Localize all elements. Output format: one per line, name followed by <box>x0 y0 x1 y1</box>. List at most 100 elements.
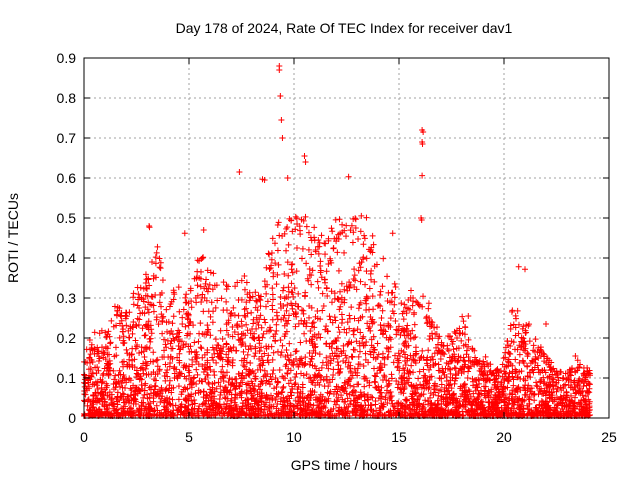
data-point <box>469 375 476 382</box>
data-point <box>367 348 374 355</box>
data-point <box>234 324 241 331</box>
data-point <box>110 367 117 374</box>
data-point <box>309 362 316 369</box>
data-point <box>319 359 326 366</box>
data-point <box>469 399 476 406</box>
data-point <box>285 272 292 279</box>
data-point <box>315 284 322 291</box>
data-point <box>311 344 318 351</box>
data-point <box>450 391 457 398</box>
data-point <box>240 348 247 355</box>
data-point <box>330 405 337 412</box>
data-point <box>127 405 134 412</box>
data-point <box>444 410 451 417</box>
data-point <box>265 352 272 359</box>
y-tick-label: 0.5 <box>57 210 77 226</box>
data-point <box>170 313 177 320</box>
data-point <box>189 356 196 363</box>
data-point <box>442 391 449 398</box>
data-point <box>143 362 150 369</box>
data-point <box>188 391 195 398</box>
data-point <box>420 391 427 398</box>
data-point <box>275 219 282 226</box>
data-point <box>577 361 584 368</box>
data-point <box>329 376 336 383</box>
data-point <box>149 258 156 265</box>
data-point <box>145 309 152 316</box>
data-point <box>84 397 91 404</box>
data-point <box>435 367 442 374</box>
data-point <box>193 358 200 365</box>
data-point <box>104 360 111 367</box>
data-point <box>570 407 577 414</box>
data-point <box>363 339 370 346</box>
data-point <box>249 334 256 341</box>
data-point <box>321 240 328 247</box>
data-point <box>406 405 413 412</box>
data-point <box>260 401 267 408</box>
data-point <box>510 412 517 419</box>
data-point <box>563 388 570 395</box>
data-point <box>377 395 384 402</box>
data-point <box>384 400 391 407</box>
data-point <box>489 370 496 377</box>
data-point <box>392 284 399 291</box>
data-point <box>223 307 230 314</box>
data-point <box>333 397 340 404</box>
data-point <box>356 348 363 355</box>
data-point <box>533 404 540 411</box>
data-point <box>371 378 378 385</box>
data-point <box>307 374 314 381</box>
data-point <box>315 330 322 337</box>
data-point <box>103 367 110 374</box>
data-point <box>409 390 416 397</box>
data-point <box>485 399 492 406</box>
data-point <box>92 364 99 371</box>
data-point <box>258 324 265 331</box>
data-point <box>510 339 517 346</box>
data-point <box>355 317 362 324</box>
data-point <box>515 321 522 328</box>
data-point <box>204 322 211 329</box>
data-point <box>186 348 193 355</box>
data-point <box>461 384 468 391</box>
data-point <box>192 295 199 302</box>
data-point <box>315 250 322 257</box>
data-point <box>225 331 232 338</box>
data-point <box>252 375 259 382</box>
data-point <box>328 288 335 295</box>
data-point <box>235 370 242 377</box>
data-point <box>203 276 210 283</box>
data-point <box>92 379 99 386</box>
data-point <box>383 344 390 351</box>
data-point <box>374 370 381 377</box>
data-point <box>425 347 432 354</box>
data-point <box>256 386 263 393</box>
data-point <box>269 306 276 313</box>
data-point <box>451 353 458 360</box>
data-point <box>133 343 140 350</box>
data-point <box>346 312 353 319</box>
data-point <box>328 407 335 414</box>
data-point <box>369 293 376 300</box>
data-point <box>183 299 190 306</box>
data-point <box>209 354 216 361</box>
data-point <box>481 368 488 374</box>
data-point <box>188 304 195 311</box>
data-point <box>478 368 485 375</box>
data-point <box>296 411 303 418</box>
data-point <box>411 357 418 364</box>
data-point <box>262 319 269 326</box>
data-point <box>167 340 174 347</box>
data-point <box>122 403 129 410</box>
data-point <box>241 355 248 362</box>
data-point <box>520 323 527 330</box>
data-point <box>261 350 268 357</box>
data-point <box>572 387 579 394</box>
data-point <box>363 295 370 302</box>
data-point <box>293 347 300 354</box>
data-point <box>123 313 130 320</box>
data-point <box>264 298 271 305</box>
data-point <box>514 307 521 314</box>
data-point <box>414 403 421 410</box>
